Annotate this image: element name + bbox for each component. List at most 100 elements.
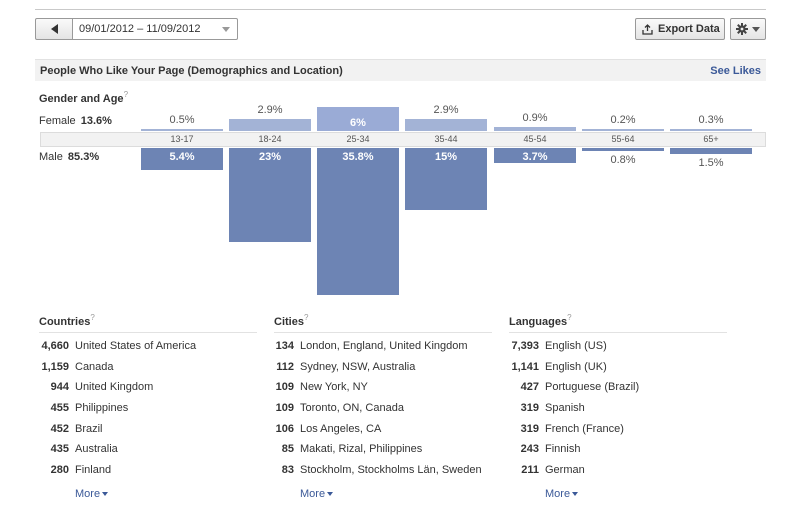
male-bar	[494, 148, 576, 164]
date-range-control: 09/01/2012 – 11/09/2012	[35, 18, 238, 40]
item-name: Finland	[75, 463, 112, 476]
languages-more-link[interactable]: More	[545, 488, 579, 500]
item-count: 1,159	[41, 360, 69, 373]
settings-menu-button[interactable]	[730, 18, 766, 40]
list-item: 319 Spanish	[509, 398, 727, 419]
item-name: Stockholm, Stockholms Län, Sweden	[300, 463, 482, 476]
female-bar	[494, 127, 576, 131]
male-value-label: 35.8%	[342, 151, 374, 163]
age-label: 18-24	[258, 134, 282, 144]
age-axis-band	[40, 132, 766, 147]
item-count: 7,393	[511, 340, 539, 353]
list-item: 134 London, England, United Kingdom	[274, 336, 492, 357]
languages-list: 7,393 English (US) 1,141 English (UK) 427 Por…	[509, 336, 727, 480]
list-item: 85 Makati, Rizal, Philippines	[274, 439, 492, 460]
female-bar	[405, 119, 487, 131]
gender-age-title: Gender and Age?	[39, 90, 129, 105]
item-name: Brazil	[75, 422, 103, 435]
item-name: Portuguese (Brazil)	[545, 381, 640, 394]
export-data-button[interactable]: Export Data	[635, 18, 725, 40]
female-value-label: 2.9%	[257, 104, 283, 117]
list-item: 944 United Kingdom	[39, 377, 257, 398]
item-count: 319	[520, 422, 539, 435]
list-item: 109 New York, NY	[274, 377, 492, 398]
item-count: 4,660	[41, 340, 69, 353]
date-range-select[interactable]: 09/01/2012 – 11/09/2012	[73, 18, 238, 40]
item-count: 455	[50, 402, 69, 415]
help-icon[interactable]: ?	[90, 313, 95, 322]
languages-title: Languages?	[509, 313, 727, 333]
item-count: 452	[50, 422, 69, 435]
female-bar	[141, 129, 223, 131]
list-item: 427 Portuguese (Brazil)	[509, 377, 727, 398]
male-bar	[582, 148, 664, 152]
male-bar	[405, 148, 487, 210]
item-name: Sydney, NSW, Australia	[300, 360, 416, 373]
list-item: 435 Australia	[39, 439, 257, 460]
female-bar	[229, 119, 311, 131]
export-icon	[642, 23, 653, 35]
list-item: 280 Finland	[39, 460, 257, 481]
list-item: 4,660 United States of America	[39, 336, 257, 357]
chevron-down-icon	[752, 26, 760, 32]
item-count: 83	[281, 463, 294, 476]
more-label: More	[545, 488, 571, 500]
male-value-label: 0.8%	[610, 154, 636, 167]
export-data-label: Export Data	[658, 23, 720, 35]
list-item: 452 Brazil	[39, 418, 257, 439]
help-icon[interactable]: ?	[123, 90, 129, 99]
list-item: 7,393 English (US)	[509, 336, 727, 357]
item-name: English (US)	[545, 340, 607, 353]
female-value-label: 0.5%	[169, 114, 195, 126]
female-bar	[670, 129, 752, 131]
item-name: German	[545, 463, 585, 476]
age-label: 45-54	[523, 134, 547, 144]
item-name: United States of America	[75, 340, 197, 353]
list-item: 455 Philippines	[39, 398, 257, 419]
countries-more-link[interactable]: More	[75, 488, 109, 500]
gear-icon	[736, 23, 748, 35]
cities-title: Cities?	[274, 313, 492, 333]
item-count: 109	[275, 381, 294, 394]
female-label: Female	[39, 115, 76, 127]
see-likes-link[interactable]: See Likes	[710, 64, 761, 77]
countries-list: 4,660 United States of America 1,159 Canada…	[39, 336, 257, 480]
male-value-label: 23%	[258, 151, 282, 163]
item-name: Toronto, ON, Canada	[300, 402, 404, 415]
female-row-label: Female 13.6%	[39, 115, 112, 127]
item-count: 109	[275, 402, 294, 415]
female-bar	[582, 129, 664, 131]
female-total: 13.6%	[80, 115, 112, 127]
cities-list: 134 London, England, United Kingdom 112 Syd…	[274, 336, 492, 480]
list-item: 109 Toronto, ON, Canada	[274, 398, 492, 419]
item-count: 280	[50, 463, 69, 476]
caret-down-icon	[327, 492, 334, 497]
age-label: 65+	[703, 134, 719, 144]
item-name: Spanish	[545, 402, 585, 415]
item-name: Canada	[75, 360, 114, 373]
demographics-header: People Who Like Your Page (Demographics …	[35, 59, 766, 81]
item-count: 112	[276, 360, 294, 373]
item-name: New York, NY	[300, 381, 368, 394]
item-count: 211	[521, 463, 539, 476]
male-value-label: 5.4%	[169, 151, 195, 163]
age-label: 55-64	[611, 134, 635, 144]
cities-more-link[interactable]: More	[300, 488, 334, 500]
item-name: Makati, Rizal, Philippines	[300, 443, 423, 456]
previous-period-button[interactable]	[35, 18, 73, 40]
item-count: 106	[275, 422, 294, 435]
list-item: 1,141 English (UK)	[509, 357, 727, 378]
item-name: Philippines	[75, 402, 129, 415]
item-name: London, England, United Kingdom	[300, 340, 468, 353]
languages-title-text: Languages	[509, 316, 568, 328]
male-total: 85.3%	[67, 151, 100, 163]
help-icon[interactable]: ?	[303, 313, 309, 322]
cities-panel: Cities? 134 London, England, United Kingd…	[274, 313, 492, 480]
item-count: 1,141	[511, 360, 539, 373]
item-name: French (France)	[545, 422, 624, 435]
item-name: Australia	[75, 443, 118, 456]
item-count: 427	[520, 381, 539, 394]
item-count: 319	[520, 402, 539, 415]
help-icon[interactable]: ?	[567, 313, 572, 322]
section-title: People Who Like Your Page (Demographics …	[40, 64, 343, 77]
